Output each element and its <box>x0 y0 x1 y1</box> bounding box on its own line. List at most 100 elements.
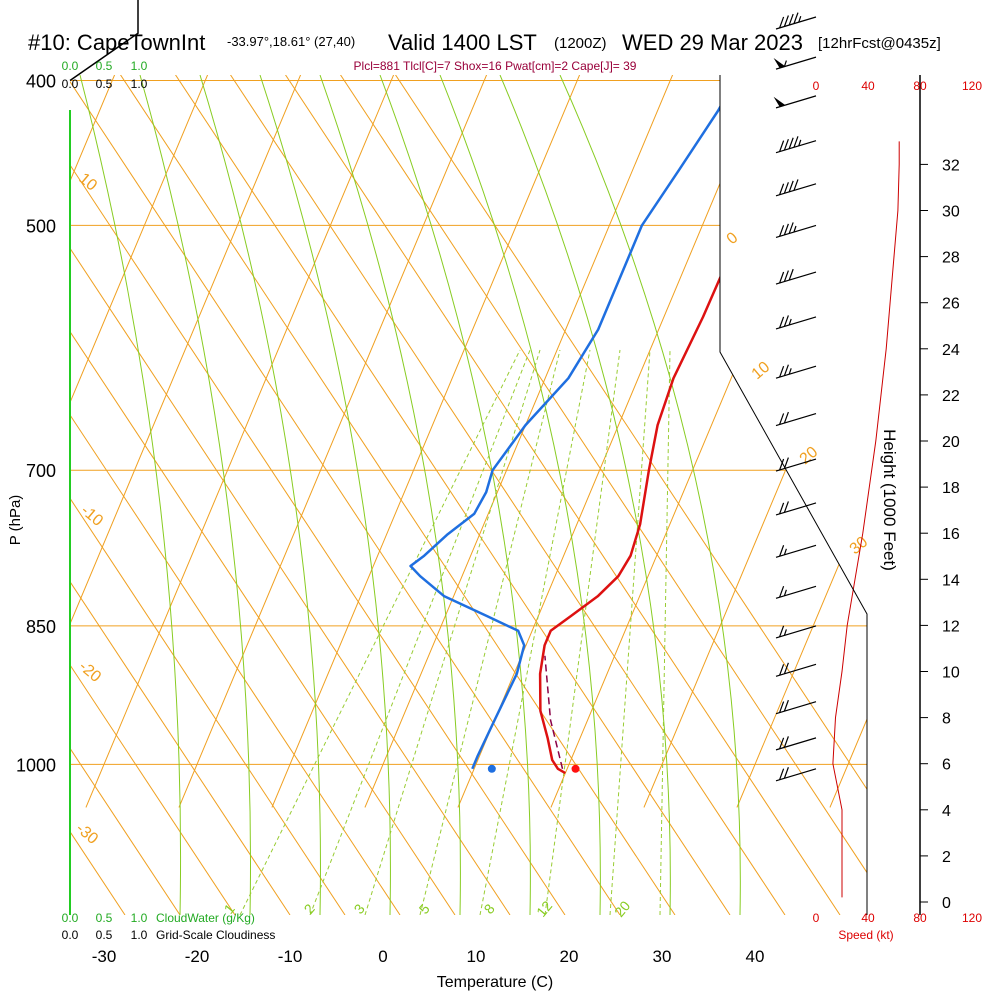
speed-axis-label: Speed (kt) <box>838 928 893 942</box>
wind-barb-staff <box>775 768 817 782</box>
temperature-tick-label: 30 <box>653 947 672 966</box>
wind-barb-full <box>779 16 785 29</box>
wind-barb <box>775 544 817 558</box>
cloudiness-tick-bottom: 0.0 <box>62 928 79 942</box>
isotherm-line <box>70 75 230 808</box>
wind-barb-full <box>788 222 794 234</box>
cloudiness-tick-bottom: 0.5 <box>96 928 113 942</box>
wind-barb-staff <box>775 16 817 30</box>
wind-barb-half <box>793 225 797 233</box>
wind-barb-staff <box>775 625 817 639</box>
wind-barb <box>775 12 817 30</box>
wind-barb <box>773 56 817 70</box>
height-tick-label: 0 <box>942 895 951 912</box>
wind-barb-flag <box>773 96 786 107</box>
dewpoint-line <box>409 75 748 770</box>
wind-barb-full <box>779 737 785 750</box>
wind-barb-staff <box>775 224 817 238</box>
dry-adiabat-line <box>70 75 566 915</box>
isotherm-line <box>364 75 788 808</box>
dry-adiabat-label: 0 <box>724 229 742 248</box>
wind-barb <box>775 268 817 285</box>
wind-barb-staff <box>775 95 817 109</box>
cloud-water-tick-top: 0.5 <box>96 59 113 73</box>
height-tick-label: 8 <box>942 711 951 728</box>
height-tick-label: 24 <box>942 342 960 359</box>
isotherm-line <box>70 75 416 808</box>
valid-date: WED 29 Mar 2023 <box>622 30 803 55</box>
height-tick-label: 28 <box>942 250 960 267</box>
isotherm-line <box>550 75 867 808</box>
dry-adiabat-line <box>70 75 291 915</box>
isotherm-line <box>736 75 867 808</box>
moist-adiabat-line <box>559 75 741 915</box>
dry-adiabat-line <box>355 75 867 915</box>
isotherm-line <box>70 75 323 808</box>
height-tick-label: 12 <box>942 618 960 635</box>
cloud-water-tick-bottom: 0.0 <box>62 911 79 925</box>
speed-tick-top: 0 <box>813 79 820 93</box>
temperature-tick-label: -20 <box>185 947 210 966</box>
height-tick-label: 6 <box>942 757 951 774</box>
wind-barb-full <box>783 364 789 376</box>
dry-adiabat-label: -30 <box>72 820 101 848</box>
dry-adiabat-line <box>70 75 126 915</box>
stability-indices: Plcl=881 Tlcl[C]=7 Shox=16 Pwat[cm]=2 Ca… <box>354 59 637 73</box>
dry-adiabat-label: -10 <box>77 502 106 530</box>
dry-adiabat-line <box>70 75 621 915</box>
speed-tick-bottom: 80 <box>913 911 927 925</box>
height-tick-label: 20 <box>942 434 960 451</box>
wind-barb-staff <box>775 502 817 516</box>
temperature-tick-label: 10 <box>467 947 486 966</box>
wind-barb-staff <box>775 271 817 285</box>
wind-speed-line <box>832 141 900 898</box>
wind-barb-half <box>798 15 802 23</box>
speed-tick-bottom: 40 <box>861 911 875 925</box>
wind-barb-full <box>783 270 789 282</box>
wind-barb <box>775 364 817 379</box>
wind-barb-staff <box>775 585 817 599</box>
pressure-tick-label: 850 <box>26 617 56 637</box>
height-tick-label: 22 <box>942 388 960 405</box>
wind-barb-full <box>779 701 785 713</box>
mixing-ratio-line <box>419 349 561 915</box>
cloud-water-label: CloudWater (g/Kg) <box>156 911 255 925</box>
cloudiness-tick-bottom: 1.0 <box>131 928 148 942</box>
dry-adiabat-line <box>70 75 401 915</box>
moist-adiabat-line <box>79 75 182 915</box>
cloudiness-label: Grid-Scale Cloudiness <box>156 928 275 942</box>
wind-barb-full <box>783 182 789 194</box>
temperature-tick-label: 40 <box>746 947 765 966</box>
wind-barb-staff <box>775 316 817 330</box>
wind-barb <box>775 179 817 197</box>
cloud-water-tick-top: 0.0 <box>62 59 79 73</box>
speed-tick-top: 120 <box>962 79 982 93</box>
wind-barb-full <box>779 545 785 557</box>
wind-barb-staff <box>775 140 817 154</box>
wind-barb <box>775 501 817 516</box>
mixing-ratio-line <box>544 349 621 915</box>
isotherm-line <box>457 75 867 808</box>
wind-barb-full <box>793 12 799 24</box>
wind-barb-full <box>793 179 799 191</box>
wind-barb-full <box>783 223 789 236</box>
cloud-water-tick-top: 1.0 <box>131 59 148 73</box>
wind-barb-staff <box>775 458 817 472</box>
isotherm-line <box>0 0 43 807</box>
cloudiness-tick-top: 0.0 <box>62 77 79 91</box>
dry-adiabat-line <box>245 75 841 915</box>
wind-barb-full <box>783 767 789 779</box>
wind-barb-staff <box>775 701 817 715</box>
height-tick-label: 4 <box>942 803 951 820</box>
height-tick-label: 18 <box>942 480 960 497</box>
wind-barb <box>775 736 817 751</box>
x-axis-label: Temperature (C) <box>437 974 553 991</box>
dry-adiabat-line <box>70 75 236 915</box>
wind-barb-full <box>779 502 785 515</box>
wind-barb-staff <box>775 544 817 558</box>
wind-barb-full <box>779 413 785 425</box>
wind-barb-full <box>779 140 785 152</box>
wind-barb-full <box>779 183 785 195</box>
wind-barb-half <box>788 368 792 375</box>
mixing-ratio-label: 20 <box>611 898 633 920</box>
